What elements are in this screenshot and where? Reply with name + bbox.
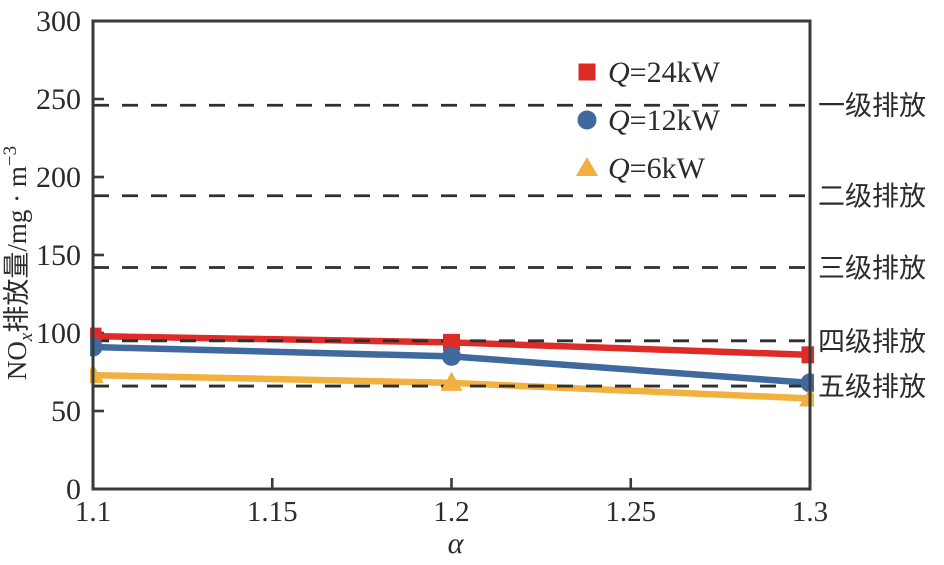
plot-frame xyxy=(91,19,812,491)
reference-line-label: 一级排放 xyxy=(818,91,926,121)
x-axis-title: α xyxy=(448,527,465,560)
y-axis-tick-label: 100 xyxy=(36,317,81,350)
reference-line-label: 二级排放 xyxy=(818,182,926,212)
reference-line-label: 五级排放 xyxy=(818,372,926,402)
reference-line-label: 三级排放 xyxy=(818,253,926,283)
reference-line-label: 四级排放 xyxy=(818,327,926,357)
x-axis-tick-label: 1.1 xyxy=(75,496,111,528)
y-axis-title: NOx排放量/mg · m−3 xyxy=(0,146,37,380)
y-axis-tick-label: 50 xyxy=(51,395,81,428)
y-axis-tick-label: 150 xyxy=(36,239,81,272)
legend-label-q12kw: Q=12kW xyxy=(608,104,721,137)
y-axis-tick-label: 300 xyxy=(36,5,81,38)
y-axis-tick-label: 250 xyxy=(36,83,81,116)
triangle-marker xyxy=(440,371,463,391)
x-axis-tick-label: 1.25 xyxy=(605,496,656,528)
y-axis-tick-label: 0 xyxy=(66,473,81,506)
circle-marker xyxy=(442,346,461,366)
x-axis-tick-label: 1.3 xyxy=(792,496,828,528)
square-marker xyxy=(90,327,102,345)
legend-label-q6kw: Q=6kW xyxy=(608,152,706,185)
legend-square-marker xyxy=(578,63,596,81)
legend-triangle-marker xyxy=(576,157,598,176)
square-marker xyxy=(443,333,460,351)
legend-label-q24kw: Q=24kW xyxy=(608,56,721,89)
legend-circle-marker xyxy=(577,110,597,130)
y-axis-tick-label: 200 xyxy=(36,161,81,194)
x-axis-tick-label: 1.15 xyxy=(247,496,298,528)
x-axis-tick-label: 1.2 xyxy=(433,496,469,528)
